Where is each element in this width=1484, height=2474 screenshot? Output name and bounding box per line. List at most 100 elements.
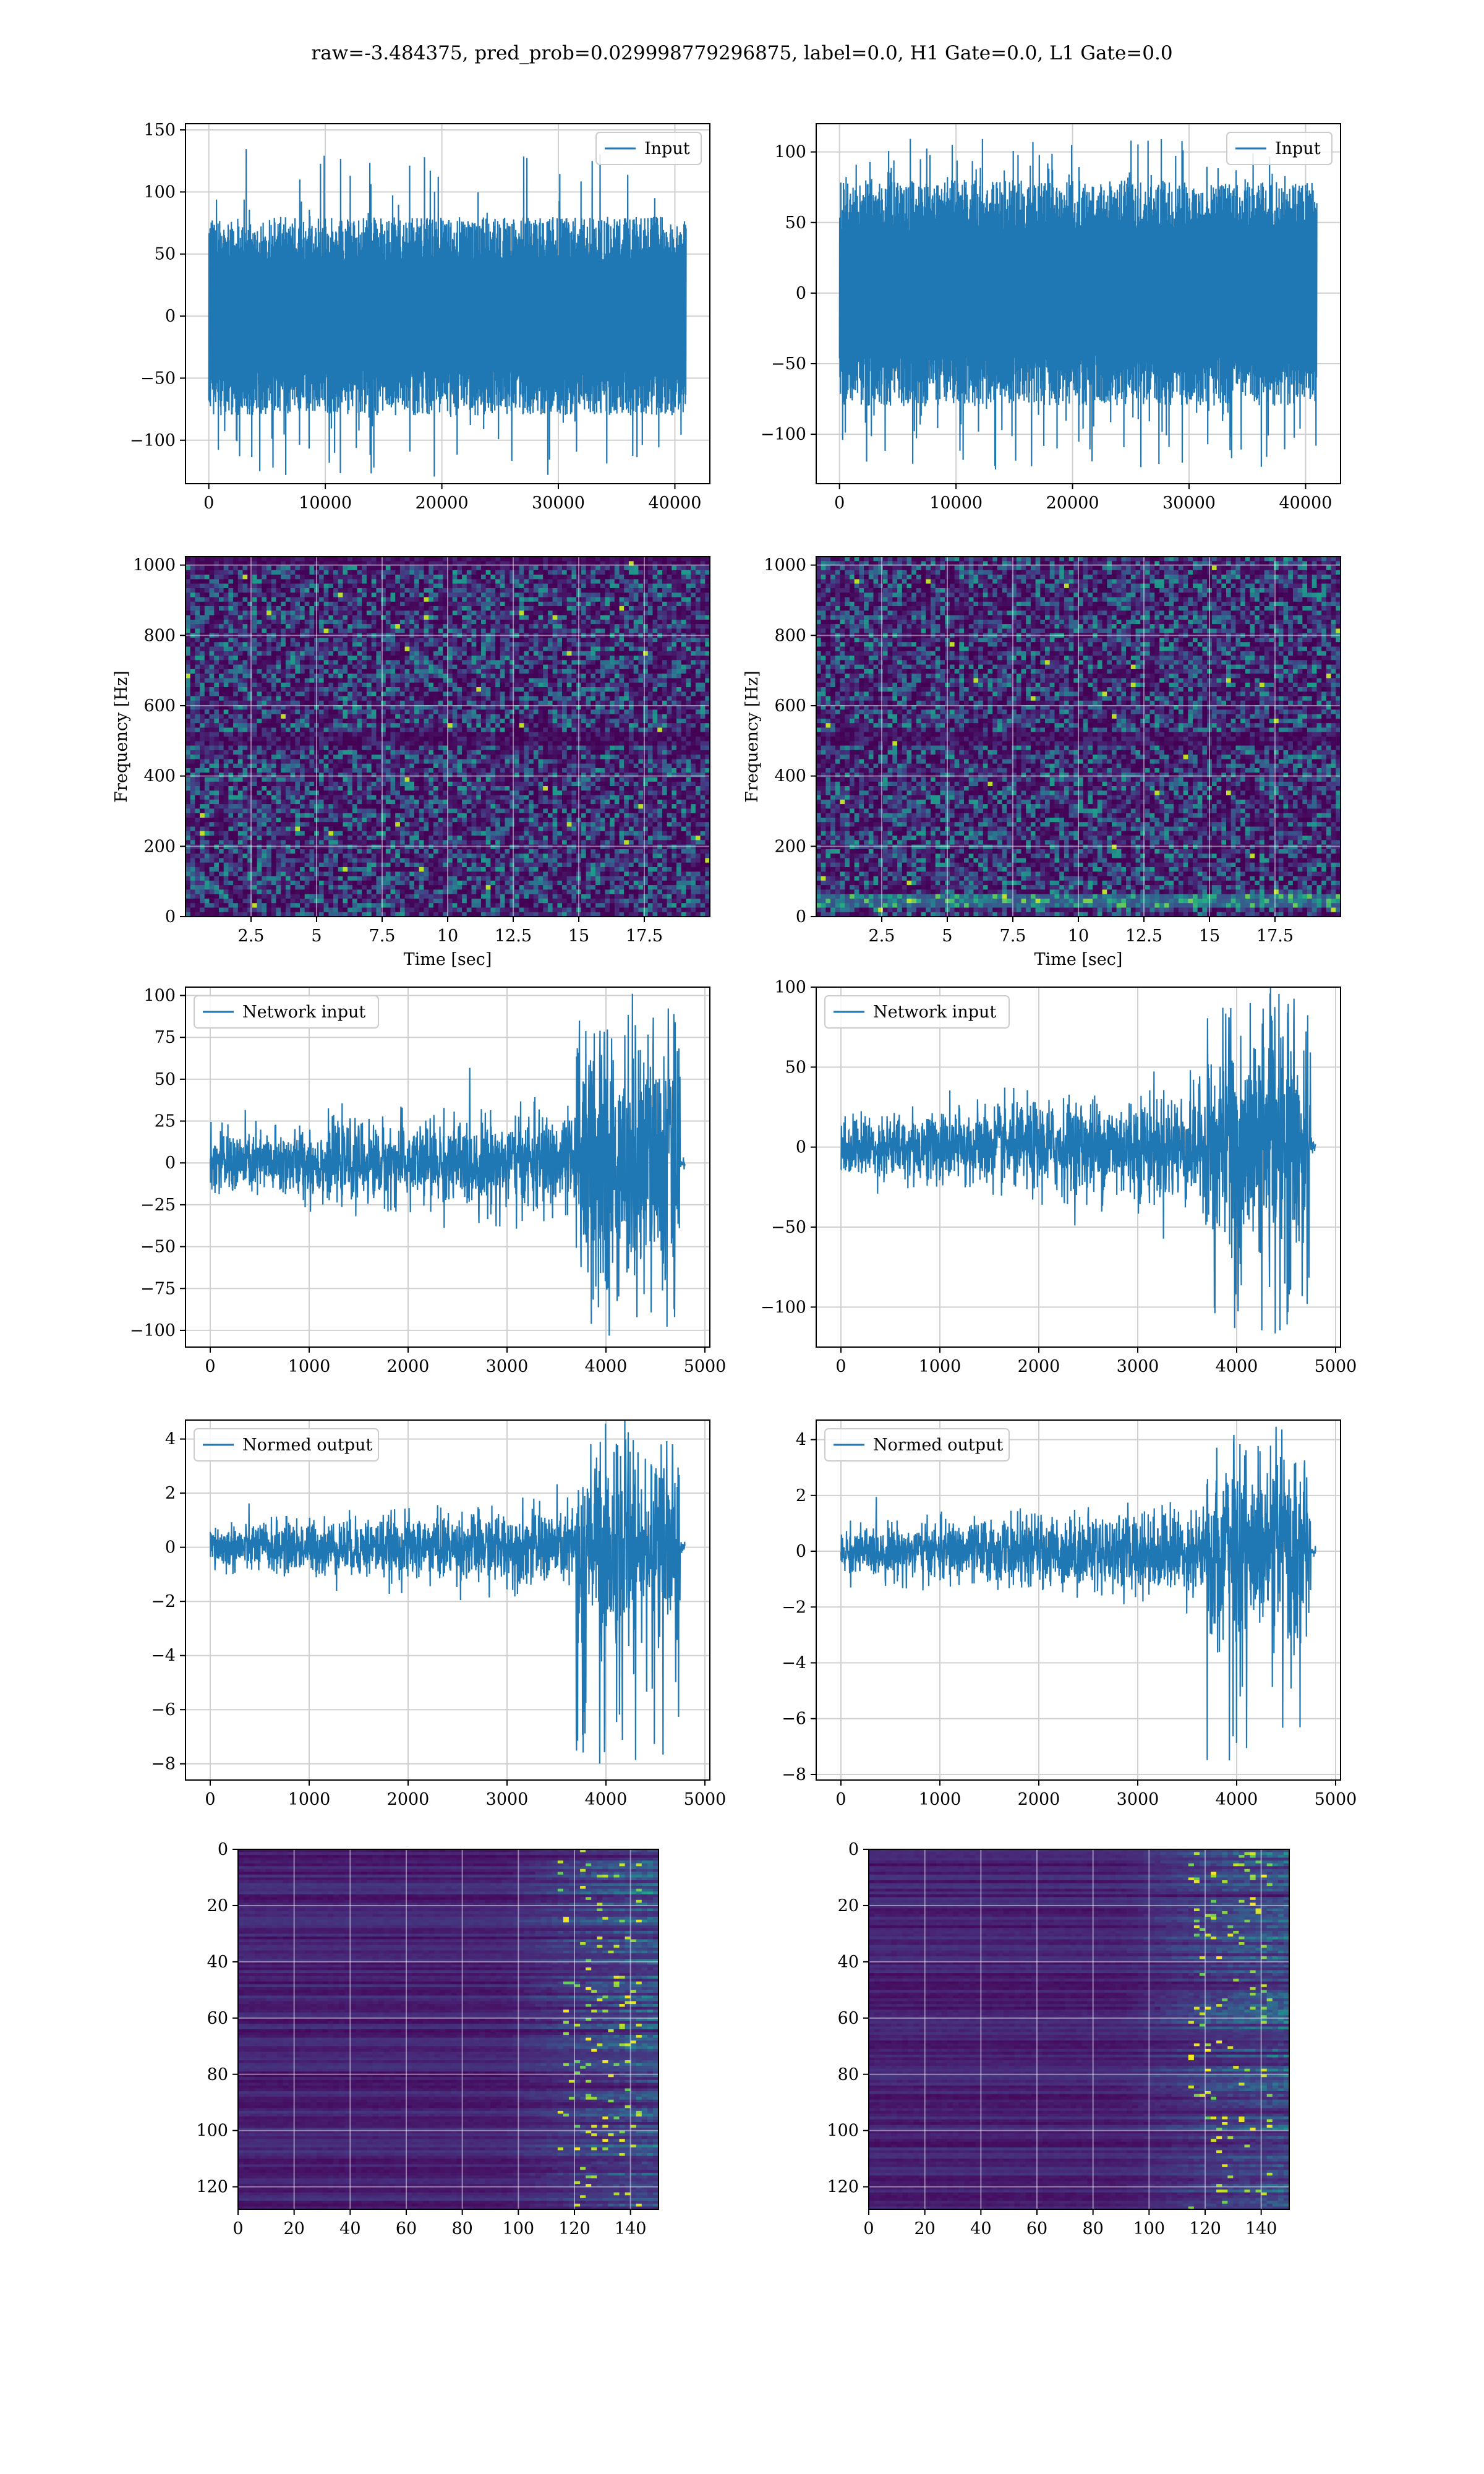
- x-tick-label: 7.5: [1000, 927, 1026, 946]
- legend-box: [1226, 132, 1333, 165]
- h1-feature-map-panel: 0 20 40 60 80 100 120 140 0 20 40 60 80 100 120: [196, 1840, 659, 2238]
- l1-input-panel: 0 10000 20000 30000 40000 −100 −50 0 50 100 Input: [761, 123, 1341, 513]
- legend: Input: [1226, 132, 1333, 165]
- y-tick-label: −100: [761, 1298, 806, 1317]
- y-tick-label: 40: [207, 1953, 228, 1972]
- legend-box: [824, 1428, 1010, 1462]
- y-tick-label: −8: [782, 1765, 806, 1784]
- figure-title: raw=-3.484375, pred_prob=0.0299987792968…: [0, 42, 1484, 64]
- x-tick-label: 2000: [387, 1357, 430, 1376]
- y-tick-label: 800: [774, 626, 806, 645]
- h1-input-series-line: [208, 149, 687, 477]
- x-tick-label: 10: [437, 927, 458, 946]
- y-tick-label: 50: [785, 1058, 806, 1077]
- y-tick-label: −50: [140, 369, 176, 388]
- y-tick-label: 100: [196, 2121, 228, 2141]
- y-axis-label: Frequency [Hz]: [743, 670, 762, 802]
- x-tick-label: 5000: [684, 1357, 727, 1376]
- x-tick-label: 4000: [585, 1790, 628, 1809]
- x-tick-label: 15: [568, 927, 589, 946]
- x-tick-label: 10: [1068, 927, 1089, 946]
- y-tick-label: 4: [165, 1430, 176, 1449]
- axes-frame: [868, 1849, 1290, 2210]
- x-tick-label: 1000: [288, 1357, 331, 1376]
- y-tick-label: 100: [143, 987, 176, 1006]
- y-tick-label: −2: [151, 1592, 176, 1611]
- h1-network-input-series-line: [209, 993, 686, 1336]
- x-tick-label: 3000: [486, 1357, 529, 1376]
- axes-frame: [185, 1419, 710, 1781]
- y-tick-label: 4: [796, 1431, 806, 1450]
- y-tick-label: −6: [782, 1710, 806, 1729]
- l1-normed-output-panel: 0 1000 2000 3000 4000 5000 −8 −6 −4 −2 0 2 4 Normed o…: [782, 1419, 1357, 1809]
- y-tick-label: 1000: [133, 556, 176, 575]
- x-tick-label: 140: [615, 2219, 647, 2238]
- x-tick-label: 0: [205, 1357, 215, 1376]
- legend: Normed output: [824, 1428, 1010, 1462]
- x-tick-label: 17.5: [1256, 927, 1294, 946]
- y-tick-label: 0: [165, 907, 176, 927]
- y-tick-label: −6: [151, 1700, 176, 1719]
- legend-label: Normed output: [242, 1436, 372, 1455]
- y-tick-label: 150: [143, 121, 176, 140]
- y-tick-label: 60: [207, 2009, 228, 2028]
- l1-normed-output-series-line: [840, 1426, 1316, 1761]
- y-tick-label: 0: [796, 284, 806, 303]
- y-tick-label: 40: [838, 1953, 859, 1972]
- x-tick-label: 30000: [1162, 494, 1216, 513]
- y-tick-label: 100: [774, 143, 806, 162]
- y-tick-label: −100: [130, 1321, 176, 1340]
- legend-label: Network input: [873, 1003, 996, 1022]
- h1-feature-map-cells: [238, 1849, 659, 2210]
- x-tick-label: 10000: [299, 494, 352, 513]
- legend-label: Input: [644, 139, 690, 158]
- axes-frame: [816, 987, 1341, 1348]
- l1-spectrogram-cells: [816, 557, 1341, 917]
- y-tick-label: 50: [155, 1070, 176, 1089]
- y-tick-label: 0: [218, 1840, 228, 1859]
- x-tick-label: 0: [834, 494, 845, 513]
- axes-frame: [185, 123, 710, 484]
- y-tick-label: −50: [771, 1218, 806, 1237]
- l1-network-input-series-line: [840, 987, 1316, 1333]
- x-tick-label: 17.5: [626, 927, 663, 946]
- x-tick-label: 100: [503, 2219, 535, 2238]
- x-tick-label: 15: [1199, 927, 1220, 946]
- y-tick-label: 0: [796, 1138, 806, 1157]
- y-tick-label: 20: [207, 1896, 228, 1915]
- x-tick-label: 3000: [1117, 1357, 1159, 1376]
- x-tick-label: 100: [1133, 2219, 1166, 2238]
- legend-label: Input: [1275, 139, 1321, 158]
- x-tick-label: 0: [863, 2219, 874, 2238]
- y-tick-label: 0: [796, 1542, 806, 1561]
- y-tick-label: 200: [774, 837, 806, 856]
- x-tick-label: 140: [1245, 2219, 1277, 2238]
- x-tick-label: 7.5: [369, 927, 396, 946]
- x-tick-label: 30000: [532, 494, 585, 513]
- l1-network-input-panel: 0 1000 2000 3000 4000 5000 −100 −50 0 50 100 Networ…: [761, 978, 1357, 1376]
- x-tick-label: 60: [396, 2219, 417, 2238]
- x-tick-label: 2.5: [238, 927, 265, 946]
- y-tick-label: 1000: [764, 556, 806, 575]
- y-axis-label: Frequency [Hz]: [112, 670, 131, 802]
- x-tick-label: 0: [203, 494, 214, 513]
- y-tick-label: 80: [207, 2065, 228, 2084]
- legend-box: [824, 995, 1010, 1029]
- y-tick-label: −2: [782, 1598, 806, 1617]
- h1-network-input-panel: 0 1000 2000 3000 4000 5000 −100 −75 −50 −25 0 25 50 7…: [130, 987, 727, 1376]
- x-tick-label: 4000: [585, 1357, 628, 1376]
- x-tick-label: 40: [339, 2219, 360, 2238]
- h1-normed-output-panel: 0 1000 2000 3000 4000 5000 −8 −6 −4 −2 0 2 4 Normed o…: [151, 1419, 726, 1809]
- legend: Network input: [824, 995, 1010, 1029]
- x-tick-label: 5000: [1315, 1357, 1357, 1376]
- y-tick-label: 100: [774, 978, 806, 997]
- y-tick-label: −50: [771, 354, 806, 374]
- legend-box: [595, 132, 702, 165]
- x-tick-label: 60: [1026, 2219, 1047, 2238]
- legend: Input: [595, 132, 702, 165]
- y-tick-label: 0: [796, 907, 806, 927]
- y-tick-label: 400: [143, 767, 176, 786]
- x-tick-label: 40: [970, 2219, 991, 2238]
- axes-frame: [816, 123, 1341, 484]
